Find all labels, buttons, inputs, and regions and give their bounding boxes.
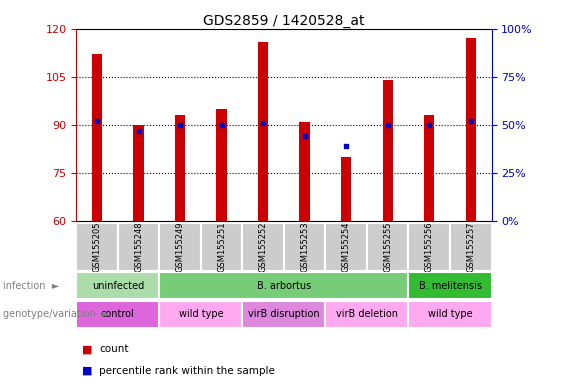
Text: GSM155249: GSM155249	[176, 222, 185, 272]
Text: wild type: wild type	[179, 310, 223, 319]
Bar	[76, 223, 118, 271]
Text: GSM155248: GSM155248	[134, 222, 143, 272]
Point	[383, 122, 392, 128]
Text: wild type: wild type	[428, 310, 472, 319]
Bar	[258, 41, 268, 221]
Point	[425, 122, 434, 128]
Point	[300, 133, 309, 139]
Text: virB deletion: virB deletion	[336, 310, 398, 319]
Bar	[341, 157, 351, 221]
Bar	[325, 223, 367, 271]
Bar	[450, 223, 492, 271]
Point	[259, 120, 268, 126]
Bar	[159, 301, 242, 328]
Bar	[383, 80, 393, 221]
Bar	[242, 301, 325, 328]
Bar	[466, 38, 476, 221]
Bar	[216, 109, 227, 221]
Bar	[201, 223, 242, 271]
Text: GSM155253: GSM155253	[300, 222, 309, 272]
Bar	[76, 301, 159, 328]
Bar	[159, 272, 408, 299]
Text: uninfected: uninfected	[92, 281, 144, 291]
Bar	[118, 223, 159, 271]
Bar	[325, 301, 408, 328]
Text: ■: ■	[82, 366, 93, 376]
Bar	[408, 301, 492, 328]
Bar	[242, 223, 284, 271]
Text: GSM155251: GSM155251	[217, 222, 226, 272]
Point	[342, 143, 351, 149]
Title: GDS2859 / 1420528_at: GDS2859 / 1420528_at	[203, 14, 364, 28]
Text: percentile rank within the sample: percentile rank within the sample	[99, 366, 275, 376]
Bar	[284, 223, 325, 271]
Text: count: count	[99, 344, 128, 354]
Point	[217, 122, 226, 128]
Text: GSM155252: GSM155252	[259, 222, 268, 272]
Text: infection  ►: infection ►	[3, 281, 59, 291]
Text: GSM155255: GSM155255	[383, 222, 392, 272]
Text: B. melitensis: B. melitensis	[419, 281, 481, 291]
Bar	[159, 223, 201, 271]
Bar	[175, 115, 185, 221]
Bar	[92, 55, 102, 221]
Bar	[408, 223, 450, 271]
Point	[466, 118, 475, 124]
Text: GSM155254: GSM155254	[342, 222, 351, 272]
Bar	[133, 125, 144, 221]
Text: GSM155257: GSM155257	[466, 222, 475, 272]
Bar	[408, 272, 492, 299]
Point	[134, 127, 143, 134]
Bar	[299, 122, 310, 221]
Text: genotype/variation  ►: genotype/variation ►	[3, 310, 109, 319]
Text: GSM155256: GSM155256	[425, 222, 434, 272]
Text: control: control	[101, 310, 134, 319]
Bar	[76, 272, 159, 299]
Text: B. arbortus: B. arbortus	[257, 281, 311, 291]
Text: virB disruption: virB disruption	[248, 310, 320, 319]
Text: GSM155205: GSM155205	[93, 222, 102, 272]
Point	[176, 122, 185, 128]
Point	[93, 118, 102, 124]
Text: ■: ■	[82, 344, 93, 354]
Bar	[424, 115, 434, 221]
Bar	[367, 223, 408, 271]
